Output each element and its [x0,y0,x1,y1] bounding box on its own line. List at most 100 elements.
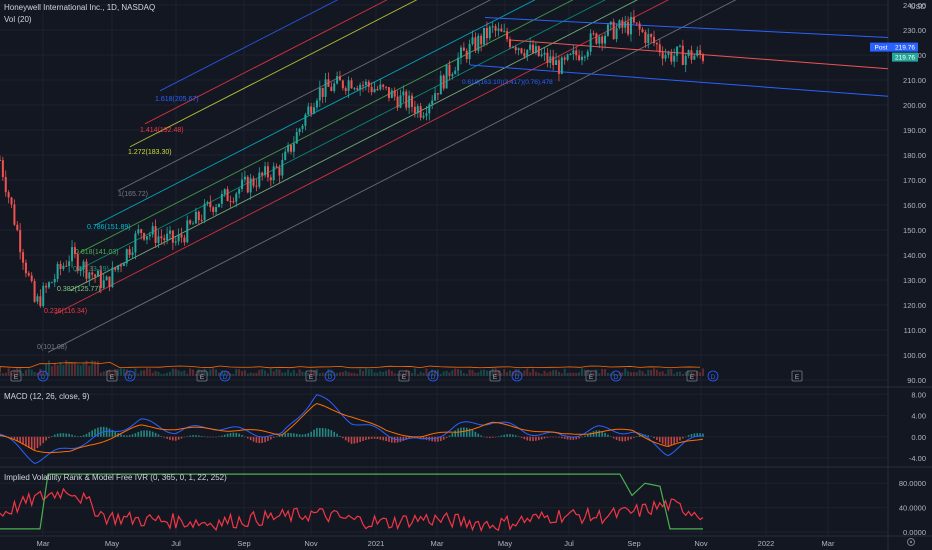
macd-histogram-bar [258,436,261,444]
macd-histogram-bar [51,436,53,437]
candle-body [612,21,615,40]
candle-body [650,34,653,37]
volume-bar [540,373,543,376]
macd-histogram-bar [169,436,171,440]
macd-histogram-bar [512,434,514,437]
volume-bar [653,368,656,376]
candle-body [632,16,635,23]
macd-histogram-bar [670,436,673,446]
fib-label-2: 1.272(183.30) [128,149,172,156]
volume-bar [338,372,341,376]
macd-histogram-bar [108,428,111,437]
macd-histogram-bar [180,436,183,439]
volume-bar [543,370,546,376]
volume-bar [79,365,82,376]
candle-body [364,81,367,85]
macd-histogram-bar [10,436,13,438]
candle-body [606,24,609,36]
candle-body [59,263,62,270]
macd-histogram-bar [189,435,191,437]
macd-histogram-bar [454,430,457,437]
candle-body [488,26,491,39]
volume-bar [313,370,316,376]
candle-body [676,46,679,56]
candle-body [39,296,42,307]
volume-legend[interactable]: Vol (20) [4,15,32,24]
settings-icon[interactable] [907,538,915,546]
macd-histogram-bar [624,436,627,442]
candle-body [315,100,318,108]
volume-bar [459,370,462,376]
post-value-label: 219.76 [895,45,915,52]
candle-body [88,272,91,279]
volume-bar [681,373,684,376]
macd-histogram-bar [457,428,459,437]
macd-histogram-bar [408,436,410,439]
fib-line-6 [74,0,606,272]
macd-histogram-bar [618,436,621,441]
fib-line-5 [79,0,574,253]
event-marker-label: E [493,374,498,381]
candle-body [647,34,650,44]
candle-body [670,52,673,62]
macd-histogram-bar [290,432,292,437]
fib-label-6: 0.5(133.39) [73,266,109,273]
volume-bar [373,372,376,376]
candle-body [699,50,702,55]
candle-body [428,104,431,114]
candle-body [491,26,494,28]
candle-body [483,27,486,45]
macd-histogram-bar [333,431,336,437]
candle-body [36,296,39,302]
macd-histogram-bar [488,436,491,438]
candle-body [586,51,589,57]
candle-body [578,55,581,61]
macd-histogram-bar [28,436,30,448]
macd-histogram-bar [278,435,281,437]
candle-body [186,220,189,243]
volume-bar [192,369,195,376]
ivr-legend[interactable]: Implied Volatility Rank & Model Free IVR… [4,473,227,482]
candle-body [82,261,85,270]
macd-histogram-bar [272,436,275,438]
candle-body [402,91,405,96]
candle-body [532,44,535,53]
time-tick-label: Jul [171,539,181,548]
volume-bar [68,362,71,376]
candle-body [261,172,264,176]
candle-body [105,276,108,281]
candle-body [419,106,422,118]
candle-body [546,52,549,63]
candle-body [79,269,82,271]
candle-body [359,84,362,90]
candle-body [687,50,690,56]
volume-bar [396,373,399,376]
macd-histogram-bar [244,436,246,438]
candle-body [249,178,252,193]
volume-bar [200,369,203,376]
macd-histogram-bar [209,436,212,438]
volume-bar [390,370,393,376]
macd-histogram-bar [451,433,454,437]
volume-bar [583,369,586,376]
candle-body [125,249,128,264]
macd-histogram-bar [261,436,263,443]
macd-histogram-bar [612,436,615,439]
macd-legend[interactable]: MACD (12, 26, close, 9) [4,392,90,401]
macd-histogram-bar [88,432,91,437]
candle-body [73,247,76,254]
volume-bar [252,373,255,376]
volume-bar [298,369,301,376]
candle-body [408,95,411,108]
macd-histogram-bar [267,436,269,441]
candle-body [238,189,241,194]
volume-bar [604,368,607,376]
dividend-marker [324,370,336,382]
macd-histogram-bar [114,431,117,437]
volume-bar [376,372,379,376]
volume-bar [53,362,56,376]
macd-histogram-bar [137,431,140,437]
macd-histogram-bar [535,436,537,441]
